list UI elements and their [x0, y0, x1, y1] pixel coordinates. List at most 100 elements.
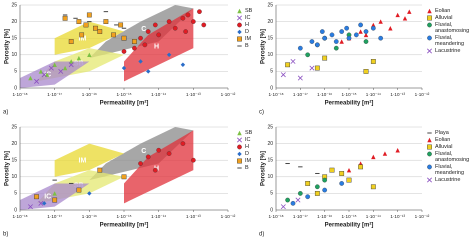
- x-tick-label: 1·10⁻¹³: [390, 214, 405, 219]
- legend-label: B: [245, 43, 249, 49]
- x-tick-label: 1·10⁻¹⁶: [82, 92, 97, 97]
- plot-area: CHIMSBIC: [20, 5, 207, 88]
- point: [370, 59, 376, 64]
- legend-label: IC: [245, 15, 251, 21]
- point: [322, 35, 328, 41]
- x-tick-label: 1·10⁻¹⁵: [341, 92, 356, 97]
- legend-swatch: [237, 151, 242, 157]
- legend-item: Fluvial, anastomosing: [426, 151, 474, 163]
- point: [166, 52, 172, 57]
- point: [180, 141, 186, 146]
- legend-label: Lacustrine: [435, 177, 461, 183]
- point: [237, 137, 242, 143]
- point: [339, 171, 345, 176]
- legend: Eolian Alluvial Fluvial, anastomosing Fluvi…: [426, 8, 474, 55]
- zone: [54, 143, 124, 177]
- point: [68, 62, 74, 68]
- point: [121, 35, 127, 41]
- legend-swatch: [427, 151, 432, 157]
- point: [190, 19, 196, 24]
- legend-swatch: [237, 137, 242, 143]
- point: [427, 151, 432, 157]
- y-tick-label: 0: [270, 207, 273, 213]
- x-tick-label: 1·10⁻¹⁴: [366, 92, 381, 97]
- legend-label: SB: [245, 130, 253, 136]
- point: [290, 201, 296, 206]
- legend-label: Alluvial: [435, 15, 453, 21]
- point: [237, 8, 242, 14]
- point: [305, 181, 311, 186]
- point: [339, 29, 345, 34]
- x-tick-label: 1·10⁻¹⁷: [293, 214, 308, 219]
- x-axis-label: Permeability [m²]: [100, 222, 149, 229]
- y-tick-label: 5: [270, 191, 273, 197]
- point: [427, 22, 432, 28]
- legend-label: IM: [245, 36, 252, 42]
- point: [93, 25, 98, 31]
- x-tick-label: 1·10⁻¹⁵: [341, 214, 356, 219]
- point: [346, 167, 352, 173]
- point: [38, 69, 44, 74]
- legend-item: Playa: [426, 130, 474, 136]
- point: [52, 191, 57, 196]
- legend-item: Eolian: [426, 8, 474, 14]
- x-tick-label: 1·10⁻¹⁶: [82, 214, 97, 219]
- zone-label: H: [154, 44, 159, 51]
- zone-label: IC: [44, 194, 51, 201]
- point: [329, 167, 335, 173]
- point: [28, 75, 33, 81]
- point: [190, 157, 196, 163]
- x-tick-label: 1·10⁻¹³: [186, 214, 201, 219]
- point: [290, 58, 296, 64]
- legend-swatch: [237, 8, 242, 14]
- legend-swatch: [237, 15, 242, 21]
- point: [68, 39, 74, 44]
- point: [152, 22, 158, 28]
- point: [62, 15, 68, 21]
- point: [138, 161, 143, 166]
- legend-swatch: [427, 48, 432, 54]
- legend-label: Lacustrine: [435, 48, 461, 54]
- point: [58, 68, 64, 74]
- y-tick-label: 10: [11, 52, 17, 58]
- point: [285, 197, 290, 203]
- point: [237, 130, 242, 136]
- point: [322, 55, 328, 61]
- point: [156, 147, 162, 153]
- plot-area: CHIMSBIC: [20, 127, 196, 210]
- legend-label: Fluvial, anastomosing: [435, 151, 470, 163]
- y-tick-label: 0: [14, 207, 17, 213]
- point: [27, 204, 33, 210]
- point: [344, 25, 349, 31]
- legend-item: Alluvial: [426, 15, 474, 21]
- point: [52, 197, 58, 203]
- legend-item: Eolian: [426, 137, 474, 143]
- point: [388, 26, 393, 31]
- point: [152, 167, 158, 173]
- point: [180, 62, 186, 67]
- point: [339, 39, 344, 44]
- point: [237, 29, 242, 35]
- legend-swatch: [427, 137, 432, 143]
- legend-swatch: [427, 164, 432, 170]
- point: [76, 55, 82, 61]
- point: [305, 52, 311, 58]
- point: [319, 29, 325, 34]
- legend-item: D: [236, 151, 284, 157]
- point: [427, 164, 432, 170]
- legend-swatch: [237, 167, 242, 169]
- legend-swatch: [237, 45, 242, 47]
- zone-label: C: [141, 26, 146, 33]
- point: [138, 59, 143, 64]
- y-tick-label: 15: [11, 36, 17, 42]
- point: [358, 22, 363, 28]
- legend-item: IC: [236, 15, 284, 21]
- point: [121, 49, 127, 54]
- point: [427, 137, 432, 143]
- x-tick-label: 1·10⁻¹²: [221, 92, 236, 97]
- legend-item: Fluvial, meandering: [426, 164, 474, 176]
- point: [358, 29, 363, 34]
- legend-swatch: [237, 22, 242, 28]
- legend-swatch: [237, 36, 242, 42]
